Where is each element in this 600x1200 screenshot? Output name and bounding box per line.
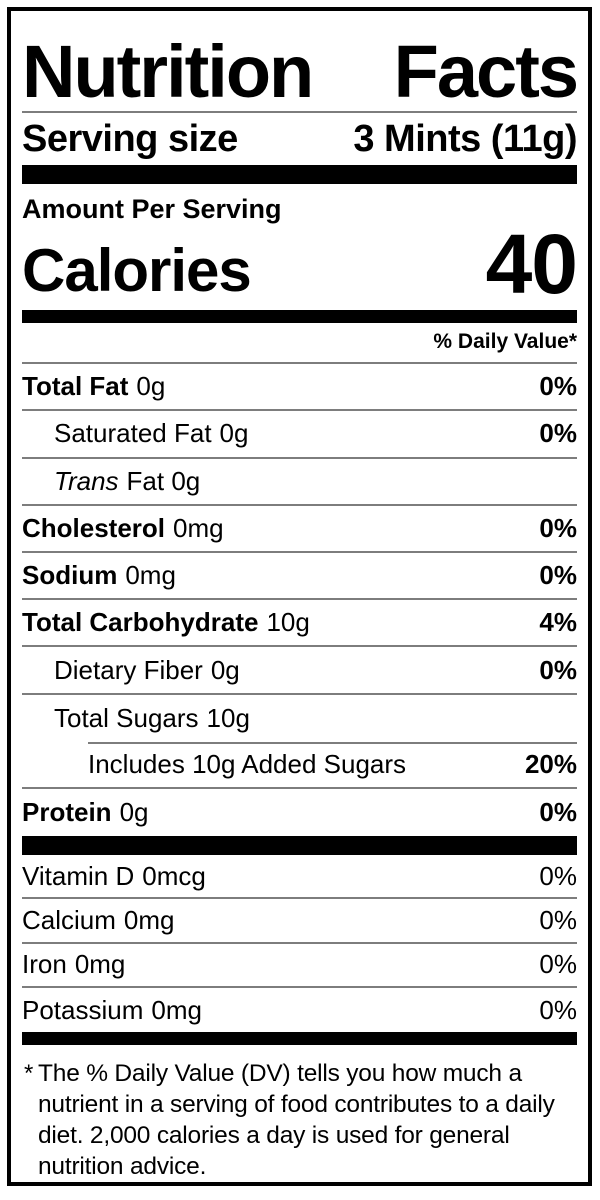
vitamin-row-potassium: Potassium 0mg 0% — [22, 988, 577, 1032]
daily-value-header: % Daily Value* — [22, 323, 577, 365]
footnote-asterisk: * — [24, 1059, 34, 1087]
nutrient-row-total-sugars: Total Sugars 10g — [22, 695, 577, 742]
nutrient-row-added-sugars: Includes 10g Added Sugars 20% — [22, 741, 577, 790]
nutrient-daily-value: 0% — [539, 418, 577, 449]
vitamin-text: Calcium 0mg — [22, 905, 175, 936]
serving-size-label: Serving size — [22, 117, 238, 160]
nutrient-amount: 0g — [210, 654, 240, 685]
nutrient-name: Total Sugars — [54, 702, 199, 733]
section-bar-medium-calories — [22, 309, 577, 323]
nutrient-text: Total Sugars 10g — [54, 703, 250, 734]
nutrient-name: Saturated Fat — [54, 418, 212, 449]
vitamin-name: Iron — [22, 949, 67, 980]
nutrient-name: Protein — [22, 797, 112, 828]
nutrient-amount: 10g — [266, 607, 310, 638]
nutrient-row-cholesterol: Cholesterol 0mg 0% — [22, 506, 577, 553]
vitamin-amount: 0mg — [123, 904, 175, 935]
serving-size-value: 3 Mints (11g) — [353, 117, 577, 160]
vitamin-name: Vitamin D — [22, 860, 135, 891]
serving-size-row: Serving size 3 Mints (11g) — [22, 113, 577, 165]
nutrient-name: Cholesterol — [22, 512, 166, 543]
nutrient-name: Total Fat — [22, 371, 129, 402]
nutrient-amount: 0g — [119, 797, 149, 828]
calories-row: Calories 40 — [22, 217, 578, 312]
vitamin-text: Vitamin D 0mcg — [22, 861, 206, 892]
nutrient-amount: 0mg — [173, 512, 224, 543]
nutrient-name: Total Carbohydrate — [22, 607, 259, 638]
nutrient-name: Dietary Fiber — [54, 654, 203, 685]
nutrient-row-total-carbohydrate: Total Carbohydrate 10g 4% — [22, 600, 577, 648]
nutrient-amount: 10g — [206, 702, 250, 733]
vitamin-row-calcium: Calcium 0mg 0% — [22, 899, 577, 944]
footnote-text: The % Daily Value (DV) tells you how muc… — [38, 1059, 555, 1180]
nutrient-text: Total Fat 0g — [22, 371, 165, 402]
nutrient-row-protein: Protein 0g 0% — [22, 789, 577, 836]
vitamin-name: Potassium — [22, 994, 144, 1025]
nutrient-amount: Fat 0g — [126, 465, 201, 496]
nutrient-daily-value: 4% — [539, 607, 577, 638]
vitamin-daily-value: 0% — [539, 994, 577, 1025]
nutrient-amount: 0g — [136, 371, 166, 402]
nutrient-text: Trans Fat 0g — [54, 466, 200, 497]
nutrient-daily-value: 0% — [539, 654, 577, 685]
footnote: * The % Daily Value (DV) tells you how m… — [22, 1045, 577, 1182]
calories-label: Calories — [22, 236, 252, 304]
nutrient-name: Sodium — [22, 560, 118, 591]
section-bar-thick-top — [22, 165, 577, 185]
nutrient-text: Cholesterol 0mg — [22, 513, 224, 544]
amount-per-serving-label: Amount Per Serving — [22, 194, 282, 225]
section-bar-thick-protein — [22, 836, 577, 855]
vitamin-name: Calcium — [22, 904, 116, 935]
nutrient-amount: 0g — [219, 418, 249, 449]
vitamin-amount: 0mcg — [142, 860, 206, 891]
nutrient-daily-value: 0% — [539, 797, 577, 828]
nutrient-row-saturated-fat: Saturated Fat 0g 0% — [22, 411, 577, 459]
nutrient-daily-value: 0% — [539, 371, 577, 402]
nutrient-text: Dietary Fiber 0g — [54, 655, 240, 686]
vitamin-text: Potassium 0mg — [22, 995, 202, 1026]
nutrient-row-total-fat: Total Fat 0g 0% — [22, 364, 577, 412]
nutrient-name: Trans — [54, 465, 119, 496]
calories-value: 40 — [485, 217, 578, 312]
nutrition-facts-label: Nutrition Facts Serving size 3 Mints (11… — [7, 7, 592, 1186]
vitamin-text: Iron 0mg — [22, 949, 125, 980]
label-header: Nutrition Facts — [22, 11, 579, 114]
nutrient-row-dietary-fiber: Dietary Fiber 0g 0% — [22, 647, 577, 695]
vitamin-daily-value: 0% — [539, 904, 577, 935]
nutrient-text: Sodium 0mg — [22, 560, 176, 591]
vitamin-daily-value: 0% — [539, 860, 577, 891]
label-title: Nutrition Facts — [22, 30, 579, 114]
nutrient-text: Protein 0g — [22, 797, 149, 828]
nutrient-row-sodium: Sodium 0mg 0% — [22, 553, 577, 601]
nutrient-row-trans-fat: Trans Fat 0g — [22, 459, 577, 506]
vitamin-row-vitamin-d: Vitamin D 0mcg 0% — [22, 855, 577, 900]
title-divider — [22, 111, 577, 114]
vitamin-amount: 0mg — [151, 994, 202, 1025]
vitamin-daily-value: 0% — [539, 949, 577, 980]
vitamin-row-iron: Iron 0mg 0% — [22, 944, 577, 988]
nutrient-daily-value: 0% — [539, 512, 577, 543]
nutrient-daily-value: 20% — [524, 748, 577, 779]
nutrient-text: Includes 10g Added Sugars — [88, 749, 406, 780]
nutrient-amount: 0mg — [125, 560, 176, 591]
nutrient-daily-value: 0% — [539, 560, 577, 591]
section-bar-medium-bottom — [22, 1032, 577, 1045]
vitamin-amount: 0mg — [74, 949, 126, 980]
nutrient-text: Saturated Fat 0g — [54, 418, 248, 449]
nutrient-name: Includes 10g Added Sugars — [88, 748, 407, 779]
nutrient-text: Total Carbohydrate 10g — [22, 607, 310, 638]
